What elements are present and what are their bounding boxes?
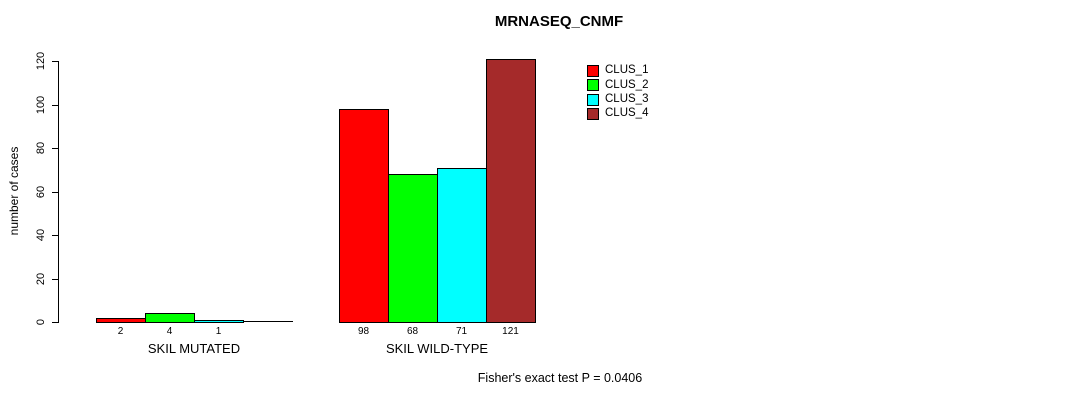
legend-swatch-clus_3 (587, 93, 599, 106)
bar-clus_2-wild-type (388, 174, 438, 323)
y-tick-mark (52, 235, 58, 236)
y-tick-label: 100 (35, 95, 47, 115)
y-tick-mark (52, 192, 58, 193)
y-tick-mark (52, 148, 58, 149)
y-axis-label: number of cases (7, 146, 21, 236)
legend-item-clus_3: CLUS_3 (587, 93, 648, 107)
bar-value-label: 98 (357, 326, 370, 337)
bar-clus_1-mutated (96, 318, 146, 323)
y-tick-label: 60 (35, 185, 47, 199)
bar-clus_3-wild-type (437, 168, 487, 323)
y-tick-label: 80 (35, 141, 47, 155)
bar-clus_1-wild-type (339, 109, 389, 323)
legend-item-clus_2: CLUS_2 (587, 78, 648, 92)
legend-label: CLUS_3 (605, 92, 649, 105)
legend-swatch-clus_4 (587, 108, 599, 121)
bar-clus_4-wild-type (486, 59, 536, 323)
y-axis-line (58, 61, 59, 323)
y-tick-mark (52, 322, 58, 323)
bar-value-label: 68 (406, 326, 419, 337)
bar-value-label: 1 (215, 326, 222, 337)
x-group-label: SKIL MUTATED (147, 341, 241, 356)
legend-label: CLUS_1 (605, 64, 649, 77)
bar-clus_4-mutated (243, 321, 293, 322)
legend-swatch-clus_2 (587, 79, 599, 92)
bar-value-label: 71 (455, 326, 468, 337)
stat-test-caption: Fisher's exact test P = 0.0406 (477, 371, 643, 385)
x-group-label: SKIL WILD-TYPE (385, 341, 489, 356)
bar-clus_2-mutated (145, 313, 195, 323)
legend-swatch-clus_1 (587, 65, 599, 78)
legend-label: CLUS_4 (605, 107, 649, 120)
bar-value-label: 2 (117, 326, 124, 337)
y-tick-mark (52, 61, 58, 62)
legend-item-clus_4: CLUS_4 (587, 107, 648, 121)
y-tick-mark (52, 105, 58, 106)
legend-item-clus_1: CLUS_1 (587, 64, 648, 78)
bar-value-label: 121 (502, 326, 519, 337)
y-tick-label: 20 (35, 272, 47, 286)
chart-title: MRNASEQ_CNMF (494, 13, 624, 30)
y-tick-label: 120 (35, 51, 47, 71)
y-tick-mark (52, 279, 58, 280)
y-tick-label: 0 (35, 318, 47, 326)
bar-value-label: 4 (166, 326, 173, 337)
legend: CLUS_1 CLUS_2 CLUS_3 CLUS_4 (587, 64, 648, 121)
y-tick-label: 40 (35, 228, 47, 242)
legend-label: CLUS_2 (605, 78, 649, 91)
bar-clus_3-mutated (194, 320, 244, 323)
